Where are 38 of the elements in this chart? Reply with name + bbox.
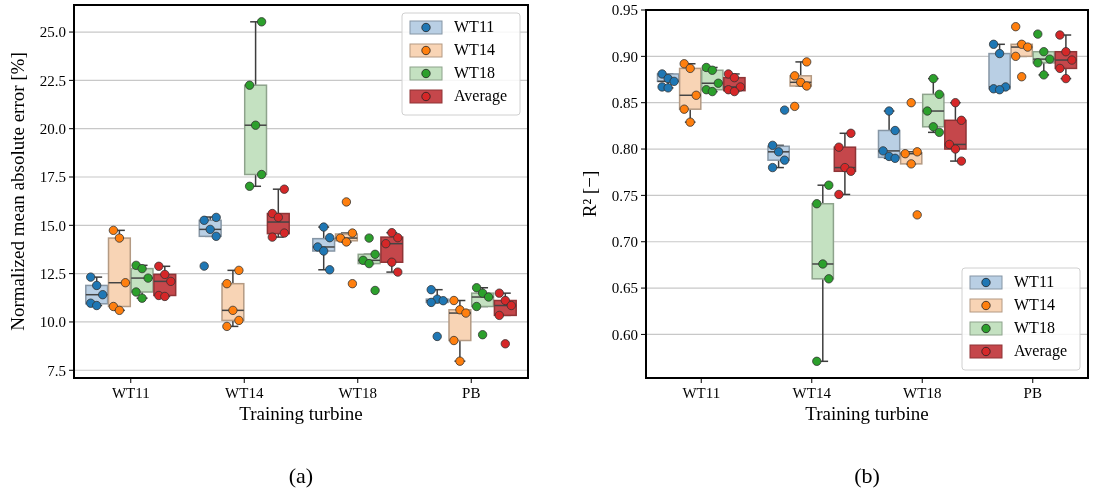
y-tick-label: 0.75 <box>611 187 638 204</box>
legend-label: WT11 <box>1014 273 1055 290</box>
x-tick-label: WT11 <box>111 385 150 401</box>
y-tick-label: 0.90 <box>611 48 638 65</box>
y-tick-label: 12.5 <box>39 265 66 282</box>
y-tick-label: 0.95 <box>611 2 638 19</box>
y-tick-label: 0.65 <box>611 280 638 297</box>
legend-label: Average <box>454 87 507 105</box>
y-tick-label: 0.85 <box>611 94 638 111</box>
y-axis-title: R² [−] <box>579 170 600 218</box>
legend-label: WT14 <box>454 41 495 58</box>
text: (a) <box>288 463 314 488</box>
y-tick-label: 15.0 <box>39 217 66 234</box>
y-tick-label: 0.80 <box>611 141 638 158</box>
x-tick-label: PB <box>1023 385 1042 401</box>
legend-label: WT11 <box>454 18 495 35</box>
y-tick-label: 10.0 <box>39 314 66 331</box>
x-tick-label: PB <box>462 385 481 401</box>
x-axis-title: Training turbine <box>805 403 929 424</box>
x-tick-label: WT11 <box>682 385 721 401</box>
x-tick-label: WT18 <box>903 385 942 401</box>
x-tick-label: WT14 <box>792 385 832 401</box>
legend-label: WT18 <box>1014 319 1055 336</box>
y-tick-label: 0.70 <box>611 233 638 250</box>
y-tick-label: 22.5 <box>39 72 66 89</box>
text: (b) <box>854 463 880 488</box>
y-tick-label: 25.0 <box>39 24 66 41</box>
legend-label: WT14 <box>1014 296 1055 313</box>
x-axis-title: Training turbine <box>239 403 363 424</box>
x-tick-label: WT14 <box>225 385 264 401</box>
legend-label: WT18 <box>454 64 495 81</box>
x-tick-label: WT18 <box>338 385 377 401</box>
y-tick-label: 0.60 <box>611 326 638 343</box>
y-tick-label: 20.0 <box>39 120 66 137</box>
legend-label: Average <box>1014 342 1067 360</box>
y-tick-label: 7.5 <box>47 362 66 379</box>
y-tick-label: 17.5 <box>39 169 66 186</box>
y-axis-title: Normalized mean absolute error [%] <box>7 52 28 331</box>
